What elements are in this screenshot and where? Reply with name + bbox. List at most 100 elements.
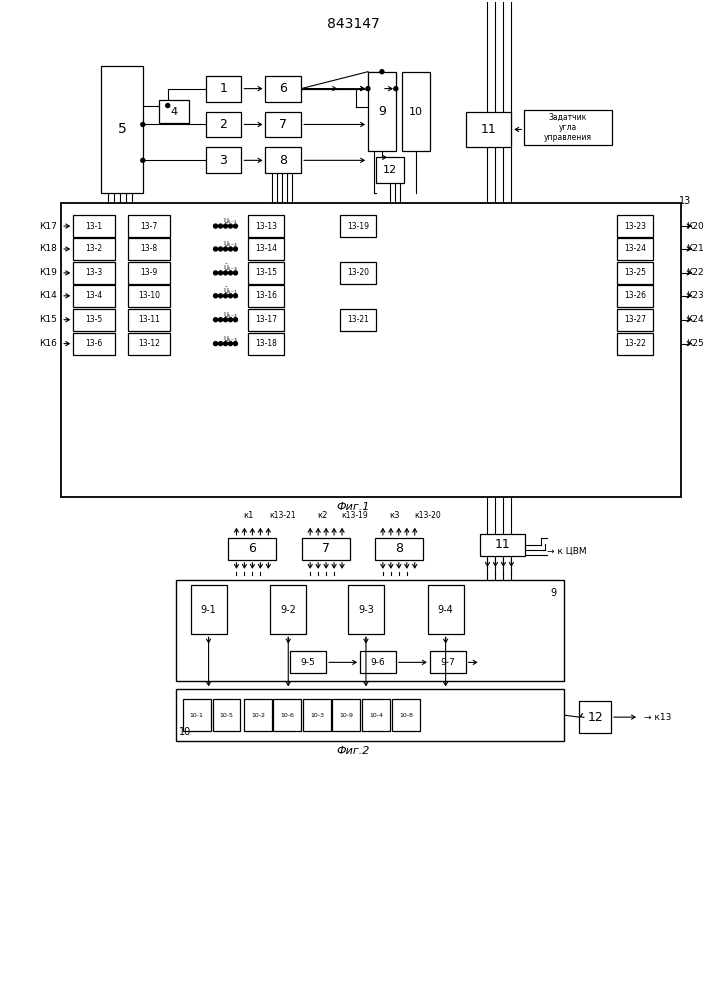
Bar xyxy=(362,699,390,731)
Circle shape xyxy=(228,247,233,251)
Text: 10-8: 10-8 xyxy=(399,713,413,718)
Bar xyxy=(291,651,326,673)
Text: 9-5: 9-5 xyxy=(300,658,315,667)
Text: 2: 2 xyxy=(220,118,228,131)
Bar xyxy=(348,585,384,634)
Text: 3: 3 xyxy=(220,154,228,167)
Text: Фиг.1: Фиг.1 xyxy=(337,502,370,512)
Bar xyxy=(375,538,423,560)
Circle shape xyxy=(380,70,384,74)
Bar xyxy=(479,534,525,556)
Text: к3: к3 xyxy=(390,511,400,520)
Text: 13-14: 13-14 xyxy=(255,244,277,253)
Text: 13-24: 13-24 xyxy=(624,244,646,253)
Bar xyxy=(61,203,681,497)
Bar xyxy=(617,333,653,355)
Text: 13-4: 13-4 xyxy=(86,291,103,300)
Text: 11: 11 xyxy=(481,123,496,136)
Circle shape xyxy=(223,247,228,251)
Bar xyxy=(248,215,284,237)
Text: 9: 9 xyxy=(378,105,386,118)
Bar xyxy=(617,285,653,307)
Bar xyxy=(176,689,564,741)
Bar xyxy=(340,215,376,237)
Bar xyxy=(248,285,284,307)
Circle shape xyxy=(233,247,238,251)
Text: 12: 12 xyxy=(382,165,397,175)
Circle shape xyxy=(228,271,233,275)
Text: 10-9: 10-9 xyxy=(339,713,353,718)
Bar xyxy=(302,538,350,560)
Text: 6: 6 xyxy=(279,82,287,95)
Bar xyxy=(360,651,396,673)
Circle shape xyxy=(218,294,223,298)
Bar xyxy=(128,238,170,260)
Circle shape xyxy=(233,294,238,298)
Text: 10-4: 10-4 xyxy=(369,713,383,718)
Circle shape xyxy=(165,104,170,108)
Bar xyxy=(128,309,170,331)
Text: К18: К18 xyxy=(40,244,57,253)
Bar xyxy=(191,585,226,634)
Circle shape xyxy=(228,318,233,322)
Text: Ū₅₋₃: Ū₅₋₃ xyxy=(223,265,238,271)
Text: К21: К21 xyxy=(686,244,703,253)
Circle shape xyxy=(214,294,218,298)
Text: 13-5: 13-5 xyxy=(86,315,103,324)
Circle shape xyxy=(223,318,228,322)
Text: 843147: 843147 xyxy=(327,17,380,31)
Text: → к ЦВМ: → к ЦВМ xyxy=(547,546,587,555)
Text: 7: 7 xyxy=(279,118,287,131)
Circle shape xyxy=(218,271,223,275)
Text: 10-2: 10-2 xyxy=(252,713,265,718)
Text: 5: 5 xyxy=(117,122,127,136)
Bar xyxy=(206,76,242,102)
Text: 11: 11 xyxy=(494,538,510,551)
Text: Задатчик
угла
управления: Задатчик угла управления xyxy=(544,113,592,142)
Circle shape xyxy=(223,224,228,228)
Text: 9-1: 9-1 xyxy=(201,605,216,615)
Bar xyxy=(525,110,612,145)
Text: 10: 10 xyxy=(409,107,423,117)
Text: К25: К25 xyxy=(686,339,703,348)
Text: 13-13: 13-13 xyxy=(255,222,277,231)
Bar xyxy=(73,215,115,237)
Bar xyxy=(128,333,170,355)
Circle shape xyxy=(141,158,145,162)
Text: 8: 8 xyxy=(279,154,287,167)
Text: 10: 10 xyxy=(179,727,191,737)
Text: 9-6: 9-6 xyxy=(370,658,385,667)
Bar xyxy=(101,66,143,193)
Bar xyxy=(617,215,653,237)
Text: к13-21: к13-21 xyxy=(269,511,296,520)
Bar xyxy=(617,309,653,331)
Text: 13-10: 13-10 xyxy=(138,291,160,300)
Bar xyxy=(73,285,115,307)
Bar xyxy=(617,238,653,260)
Text: 13-17: 13-17 xyxy=(255,315,277,324)
Text: 10-6: 10-6 xyxy=(280,713,294,718)
Text: 12: 12 xyxy=(588,711,603,724)
Text: 10-3: 10-3 xyxy=(310,713,324,718)
Text: 13-18: 13-18 xyxy=(255,339,277,348)
Text: Фиг.2: Фиг.2 xyxy=(337,746,370,756)
Text: 9-2: 9-2 xyxy=(280,605,296,615)
Text: 13-9: 13-9 xyxy=(140,268,158,277)
Text: U₅₋₂: U₅₋₂ xyxy=(223,312,238,318)
Text: U₅₋₂: U₅₋₂ xyxy=(223,241,238,247)
Bar xyxy=(265,147,301,173)
Bar xyxy=(248,262,284,284)
Text: К14: К14 xyxy=(40,291,57,300)
Text: К16: К16 xyxy=(40,339,57,348)
Bar xyxy=(368,72,396,151)
Bar xyxy=(402,72,430,151)
Text: 13-21: 13-21 xyxy=(347,315,369,324)
Text: 9-4: 9-4 xyxy=(438,605,453,615)
Text: 10-5: 10-5 xyxy=(220,713,233,718)
Text: 9-7: 9-7 xyxy=(440,658,455,667)
Text: к13-20: к13-20 xyxy=(414,511,441,520)
Bar xyxy=(248,238,284,260)
Text: 13-27: 13-27 xyxy=(624,315,646,324)
Text: 13-20: 13-20 xyxy=(347,268,369,277)
Bar xyxy=(73,333,115,355)
